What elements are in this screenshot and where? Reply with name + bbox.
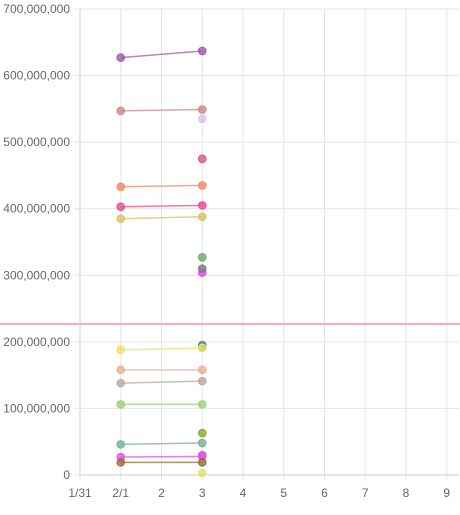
series-16 xyxy=(116,400,207,409)
data-point[interactable] xyxy=(197,201,207,210)
series-21 xyxy=(116,458,207,467)
data-point[interactable] xyxy=(116,378,126,388)
data-point[interactable] xyxy=(197,212,207,222)
series-5 xyxy=(116,181,207,192)
x-tick-label: 6 xyxy=(321,486,328,500)
data-point[interactable] xyxy=(197,154,207,164)
series-3 xyxy=(197,114,207,124)
series-line xyxy=(120,380,203,384)
data-point[interactable] xyxy=(197,181,207,190)
series-line xyxy=(120,204,203,208)
x-tick-label: 9 xyxy=(443,486,450,500)
series-line xyxy=(120,442,203,446)
data-point[interactable] xyxy=(116,202,126,212)
series-15 xyxy=(116,376,207,388)
data-point[interactable] xyxy=(197,428,207,438)
y-tick-label: 200,000,000 xyxy=(3,335,70,349)
series-layer xyxy=(116,46,207,478)
series-17 xyxy=(197,428,207,438)
series-line xyxy=(120,347,203,351)
series-14 xyxy=(116,365,207,375)
data-point[interactable] xyxy=(197,376,207,386)
axes: 0 100,000,000 200,000,000 300,000,000 400,00… xyxy=(3,2,459,500)
series-line xyxy=(120,108,203,112)
series-line xyxy=(120,184,203,188)
data-point[interactable] xyxy=(197,343,207,353)
series-7 xyxy=(116,212,207,223)
data-point[interactable] xyxy=(197,114,207,124)
x-tick-label: 1/31 xyxy=(68,486,92,500)
series-18 xyxy=(116,438,207,449)
data-point[interactable] xyxy=(197,268,207,277)
series-10 xyxy=(197,268,207,277)
x-tick-label: 2/1 xyxy=(112,486,129,500)
y-tick-label: 100,000,000 xyxy=(3,401,70,415)
data-point[interactable] xyxy=(197,438,207,448)
series-13 xyxy=(116,343,207,355)
y-tick-label: 600,000,000 xyxy=(3,69,70,83)
series-2 xyxy=(116,105,207,116)
data-point[interactable] xyxy=(116,400,126,409)
series-1 xyxy=(116,46,207,62)
data-point[interactable] xyxy=(116,345,126,355)
series-line xyxy=(120,50,203,59)
data-point[interactable] xyxy=(197,400,207,409)
y-tick-label: 400,000,000 xyxy=(3,202,70,216)
series-line xyxy=(120,215,203,220)
data-point[interactable] xyxy=(197,365,207,375)
data-point[interactable] xyxy=(116,365,126,375)
data-point[interactable] xyxy=(197,105,207,114)
x-tick-label: 5 xyxy=(280,486,287,500)
series-22 xyxy=(197,468,207,478)
y-tick-label: 700,000,000 xyxy=(3,2,70,16)
data-point[interactable] xyxy=(116,214,126,223)
x-tick-label: 2 xyxy=(158,486,165,500)
series-6 xyxy=(116,201,207,212)
x-tick-label: 7 xyxy=(362,486,369,500)
data-point[interactable] xyxy=(116,182,126,192)
series-4 xyxy=(197,154,207,164)
y-tick-label: 500,000,000 xyxy=(3,135,70,149)
data-point[interactable] xyxy=(197,46,207,56)
series-8 xyxy=(197,253,207,262)
data-point[interactable] xyxy=(197,468,207,478)
data-point[interactable] xyxy=(197,458,207,467)
x-tick-label: 8 xyxy=(403,486,410,500)
y-tick-label: 300,000,000 xyxy=(3,268,70,282)
data-point[interactable] xyxy=(116,458,126,467)
y-tick-label: 0 xyxy=(63,468,70,482)
data-point[interactable] xyxy=(116,440,126,449)
series-line xyxy=(120,455,203,458)
data-point[interactable] xyxy=(116,53,126,62)
x-tick-label: 3 xyxy=(199,486,206,500)
x-tick-label: 4 xyxy=(240,486,247,500)
grid xyxy=(74,8,459,481)
data-point[interactable] xyxy=(197,253,207,262)
data-point[interactable] xyxy=(116,106,126,116)
